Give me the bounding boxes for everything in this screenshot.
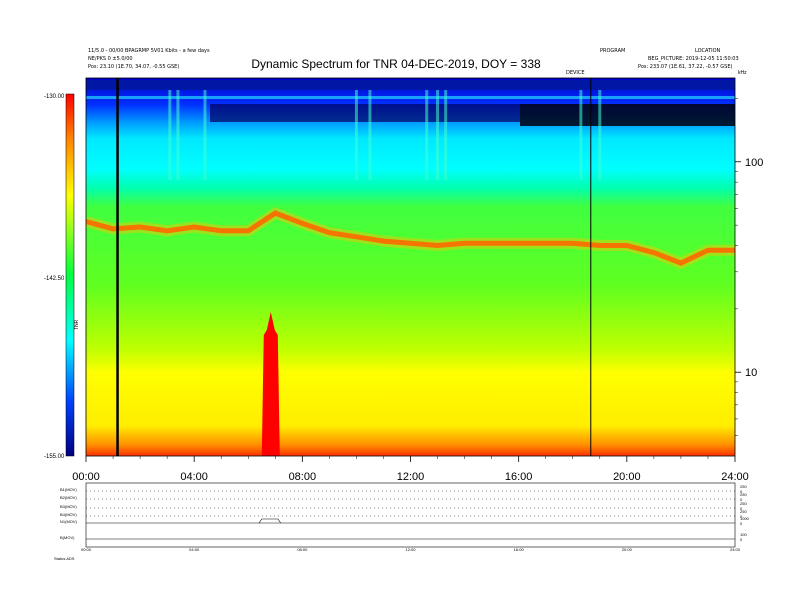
streak xyxy=(368,90,372,180)
panel-value-top: 250 xyxy=(740,509,747,514)
panel-value-bottom: 0 xyxy=(740,514,743,519)
colorbar xyxy=(65,93,75,457)
panel-value-top: 250 xyxy=(740,501,747,506)
header-left-line3: Pos: 23.10 (1E.70, 34.07, -0.55 GSE) xyxy=(88,64,180,70)
dark-mid-band xyxy=(210,104,520,122)
x-tick-label: 20:00 xyxy=(613,471,641,483)
header-left-line2: NE/PKS 0 ±5.0/00 xyxy=(88,56,133,62)
panel-value-top: 250 xyxy=(740,492,747,497)
x-tick-label: 04:00 xyxy=(180,471,208,483)
streak xyxy=(436,90,440,180)
colorbar-label: TNR xyxy=(74,319,80,330)
panel-value-top: 250 xyxy=(740,484,747,489)
panel-label: B3(MOV) xyxy=(60,504,77,509)
x-tick-label: 16:00 xyxy=(505,471,533,483)
streaks-group xyxy=(168,90,602,180)
panel-footer: Status ADS xyxy=(54,556,75,561)
x-axis: 00:00 04:00 08:00 12:00 16:00 20:00 24:00 xyxy=(72,456,749,483)
panel-label: N1(MOV) xyxy=(60,519,78,524)
colorbar-tick-top: -130.00 xyxy=(44,94,65,100)
panel-time-label: 16:00 xyxy=(514,547,525,552)
burst-region xyxy=(261,312,280,456)
dark-night-band xyxy=(520,104,735,126)
y-axis-unit: kHz xyxy=(738,70,747,76)
streak xyxy=(203,90,207,180)
streak xyxy=(176,90,180,180)
panel-time-label: 00:00 xyxy=(81,547,92,552)
header-right-line2: BEG_PICTURE: 2019-12-05 11:50:03 xyxy=(648,56,739,62)
spectrogram-background xyxy=(86,78,735,456)
panel-value-bottom: 0 xyxy=(740,521,743,526)
panel-time-label: 12:00 xyxy=(405,547,416,552)
streak xyxy=(579,90,583,180)
header-right-corner: LOCATION xyxy=(695,48,721,54)
markers-group xyxy=(116,78,592,456)
panel-label: B2(MOV) xyxy=(60,495,77,500)
chart-title: Dynamic Spectrum for TNR 04-DEC-2019, DO… xyxy=(251,57,541,71)
colorbar-tick-mid: -142.50 xyxy=(44,276,65,282)
y-tick-label: 100 xyxy=(745,157,763,169)
plasma-glow xyxy=(86,206,735,270)
x-tick-label: 24:00 xyxy=(721,471,749,483)
panel-time-label: 24:00 xyxy=(730,547,741,552)
panel-label: B1(MOV) xyxy=(60,487,77,492)
colorbar-tick-bottom: -155.00 xyxy=(44,454,65,460)
panel-value-top: 1000 xyxy=(740,516,750,521)
panel-value-bottom: 0 xyxy=(740,506,743,511)
streak xyxy=(425,90,429,180)
marker-label: DEVICE xyxy=(566,70,585,76)
dark-top-band xyxy=(86,80,735,90)
plasma-line xyxy=(86,210,735,266)
light-line-band xyxy=(86,96,735,99)
panel-time-label: 20:00 xyxy=(622,547,633,552)
x-tick-label: 12:00 xyxy=(397,471,425,483)
x-tick-label: 00:00 xyxy=(72,471,100,483)
header-right-line1: PROGRAM xyxy=(600,48,626,54)
panel-label: B4(MOV) xyxy=(60,512,77,517)
panel-value-bottom: 0 xyxy=(740,537,743,542)
streak xyxy=(354,90,358,180)
streak xyxy=(598,90,602,180)
header-left-line1: 11/5.0 - 00/00 BPAGRMP 5V01 Kbits - a fe… xyxy=(88,48,210,54)
streak xyxy=(444,90,448,180)
y-tick-label: 10 xyxy=(745,367,757,379)
panel-burst-trace xyxy=(258,518,281,524)
panel-time-label: 08:00 xyxy=(297,547,308,552)
panel-value-bottom: 0 xyxy=(740,489,743,494)
panel-value-top: 100 xyxy=(740,532,747,537)
streak xyxy=(168,90,172,180)
bottom-panels: B1(MOV)2500B2(MOV)2500B3(MOV)2500B4(MOV)… xyxy=(54,482,750,561)
panel-label: B(MOV) xyxy=(60,535,75,540)
panel-value-bottom: 0 xyxy=(740,497,743,502)
header-right-line3: Pos: 233.07 (1E.61, 37.22, -0.57 GSE) xyxy=(638,64,733,70)
x-tick-label: 08:00 xyxy=(289,471,317,483)
y-axis: 10 100 xyxy=(735,98,763,436)
panel-time-label: 04:00 xyxy=(189,547,200,552)
